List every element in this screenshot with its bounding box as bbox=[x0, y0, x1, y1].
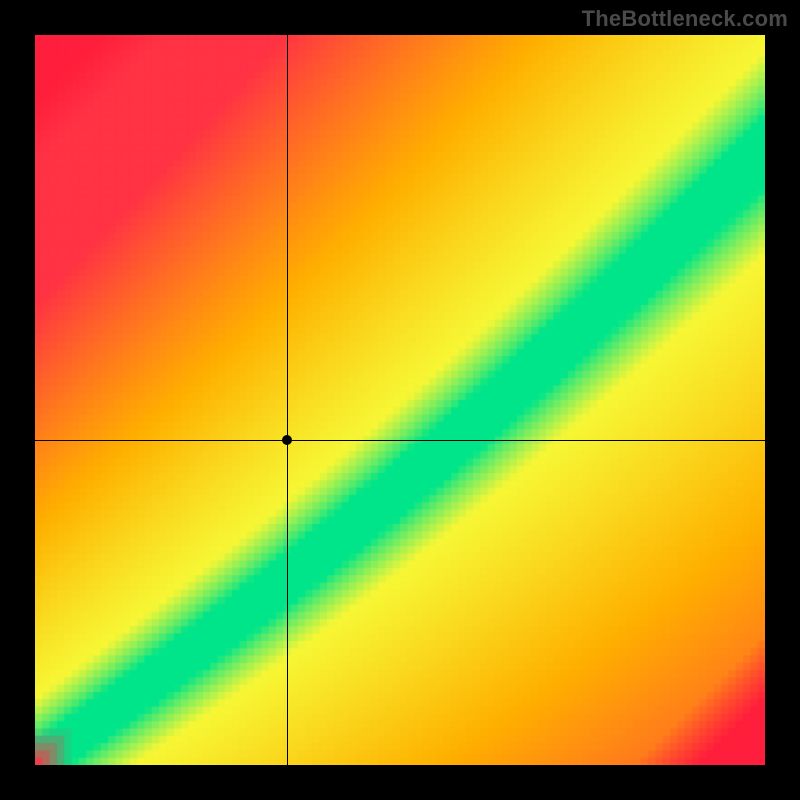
heatmap-canvas bbox=[35, 35, 765, 765]
watermark-text: TheBottleneck.com bbox=[582, 6, 788, 32]
crosshair-marker bbox=[282, 435, 292, 445]
crosshair-horizontal bbox=[35, 440, 765, 441]
crosshair-vertical bbox=[287, 35, 288, 765]
outer-frame: TheBottleneck.com bbox=[0, 0, 800, 800]
chart-area bbox=[35, 35, 765, 765]
